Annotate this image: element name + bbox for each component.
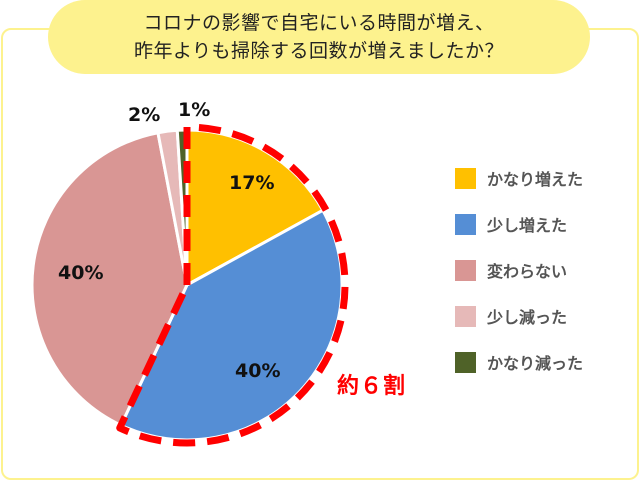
- slice-label-kanari-hetta: 1%: [178, 99, 211, 121]
- legend-swatch: [455, 213, 476, 235]
- legend-item-sukoshi-hetta: 少し減った: [455, 293, 583, 339]
- slice-label-sukoshi-hetta: 2%: [128, 104, 161, 126]
- legend: かなり増えた 少し増えた 変わらない 少し減った かなり減った: [455, 155, 583, 385]
- legend-swatch: [455, 351, 476, 373]
- title-banner: コロナの影響で自宅にいる時間が増え、 昨年よりも掃除する回数が増えましたか？: [48, 0, 590, 74]
- highlight-dashed-outline: [116, 123, 349, 447]
- callout-approx-60-percent: 約６割: [337, 374, 407, 399]
- legend-label: 少し増えた: [487, 216, 568, 235]
- legend-item-kanari-fueta: かなり増えた: [455, 155, 583, 201]
- slice-label-kanari-fueta: 17%: [229, 172, 275, 194]
- legend-label: 少し減った: [487, 308, 568, 327]
- legend-item-sukoshi-fueta: 少し増えた: [455, 201, 583, 247]
- legend-label: かなり増えた: [487, 170, 584, 189]
- legend-swatch: [455, 167, 476, 189]
- slice-label-sukoshi-fueta: 40%: [235, 360, 281, 382]
- legend-label: 変わらない: [487, 262, 568, 281]
- pie-slice: [30, 130, 189, 428]
- legend-swatch: [455, 305, 476, 327]
- title-line-2: 昨年よりも掃除する回数が増えましたか？: [133, 40, 505, 62]
- title-line-1: コロナの影響で自宅にいる時間が増え、: [143, 12, 495, 34]
- legend-item-kawaranai: 変わらない: [455, 247, 583, 293]
- legend-item-kanari-hetta: かなり減った: [455, 339, 583, 385]
- slice-label-kawaranai: 40%: [58, 262, 104, 284]
- legend-label: かなり減った: [487, 354, 584, 373]
- legend-swatch: [455, 259, 476, 281]
